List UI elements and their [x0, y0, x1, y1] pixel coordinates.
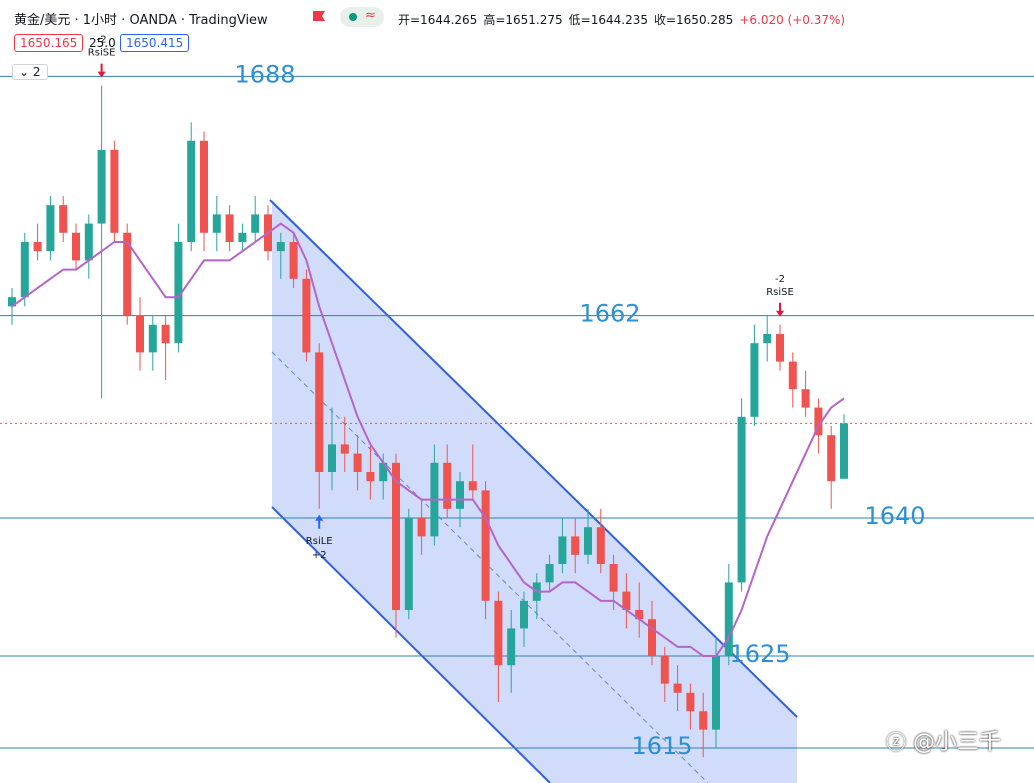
candle-body — [622, 591, 631, 611]
status-pill[interactable]: ≈ — [340, 7, 384, 27]
ohlc-row: 开=1644.265 高=1651.275 低=1644.235 收=1650.285… — [398, 9, 851, 28]
candle-body — [97, 149, 106, 224]
candle-body — [507, 628, 516, 666]
candle-body — [660, 656, 669, 684]
candle-body — [379, 462, 388, 482]
candle-body — [366, 472, 375, 482]
candle-body — [187, 140, 196, 242]
candle-body — [302, 278, 311, 353]
candle-body — [840, 423, 848, 479]
candle-body — [72, 232, 80, 261]
signal-arrow — [97, 63, 106, 78]
candle-body — [737, 416, 746, 583]
candle-body — [673, 683, 682, 693]
candle-body — [238, 232, 247, 242]
candle-body — [200, 140, 208, 233]
candle-body — [776, 333, 784, 362]
ma-line — [11, 222, 845, 658]
candle-body — [20, 241, 29, 298]
candle-body — [468, 481, 477, 491]
candle-body — [750, 343, 759, 417]
candle-body — [635, 610, 644, 620]
candle-body — [59, 205, 68, 233]
level-label: 1688 — [234, 60, 295, 88]
candle-body — [33, 241, 42, 252]
candle-body — [686, 692, 695, 712]
candle-body — [788, 361, 797, 390]
indicators-toggle[interactable]: ⌄ 2 — [12, 64, 48, 80]
channel-upper — [269, 199, 798, 718]
signal-label: RsiSE — [88, 48, 116, 59]
candle-body — [417, 518, 426, 537]
candle-body — [276, 241, 285, 252]
candle-body — [315, 352, 324, 473]
candle-body — [340, 444, 349, 454]
signal-label: +2 — [312, 550, 327, 561]
candle-body — [289, 241, 298, 279]
candle-body — [353, 453, 362, 473]
candle-body — [251, 214, 260, 233]
watermark: ⓩ @小三千 — [886, 730, 1002, 755]
candle-body — [814, 407, 823, 436]
level-label: 1625 — [729, 640, 790, 668]
channel-lower — [271, 506, 551, 783]
symbol-title: 黄金/美元 · 1小时 · OANDA · TradingView — [14, 13, 268, 28]
candle-body — [609, 564, 618, 592]
ohlc-value: +6.020 (+0.37%) — [739, 13, 846, 27]
indicator-count: 2 — [32, 65, 41, 79]
signal-label: RsiLE — [306, 536, 333, 547]
candle-body — [212, 214, 221, 233]
ohlc-value: 开=1644.265 — [398, 13, 478, 27]
candle-body — [136, 315, 144, 353]
spread: 25.0 — [89, 36, 116, 50]
candle-body — [724, 582, 733, 657]
candle-body — [148, 324, 157, 353]
candle-body — [46, 205, 55, 252]
candle-body — [225, 214, 234, 242]
level-label: 1640 — [864, 502, 925, 530]
candle-body — [494, 600, 503, 666]
ask-box[interactable]: 1650.415 — [120, 34, 190, 52]
watermark-text: @小三千 — [913, 730, 1002, 755]
candle-body — [84, 223, 93, 261]
candle-body — [596, 527, 605, 565]
candle-body — [763, 333, 772, 344]
ohlc-value: 高=1651.275 — [483, 13, 563, 27]
signal-label: -2 — [97, 35, 107, 46]
signal-arrow — [315, 514, 324, 529]
candle-body — [443, 462, 452, 509]
candle-body — [161, 324, 170, 344]
ohlc-value: 收=1650.285 — [653, 13, 734, 27]
signal-label: -2 — [775, 274, 785, 285]
candle-body — [328, 444, 336, 473]
flag[interactable] — [310, 9, 330, 25]
candle-body — [8, 297, 16, 307]
candle-body — [801, 389, 810, 408]
candle-body — [545, 564, 554, 583]
level-label: 1662 — [579, 300, 640, 328]
candle-body — [712, 656, 720, 730]
candle-body — [404, 518, 413, 611]
signal-label: RsiSE — [766, 287, 794, 298]
candle-body — [481, 490, 490, 601]
candle-body — [392, 462, 400, 611]
candle-body — [699, 711, 708, 730]
candle-body — [648, 619, 656, 657]
candle-body — [174, 241, 183, 344]
candle-body — [123, 232, 132, 316]
candle-body — [558, 536, 567, 565]
ohlc-value: 低=1644.235 — [568, 13, 648, 27]
candle-body — [584, 527, 592, 555]
candle-body — [827, 435, 836, 482]
candle-body — [520, 600, 528, 629]
candle-body — [571, 536, 580, 555]
signal-arrow — [776, 302, 784, 317]
candle-body — [456, 481, 464, 509]
candle-body — [110, 149, 119, 233]
bid-box[interactable]: 1650.165 — [14, 34, 84, 52]
level-label: 1615 — [631, 732, 692, 760]
